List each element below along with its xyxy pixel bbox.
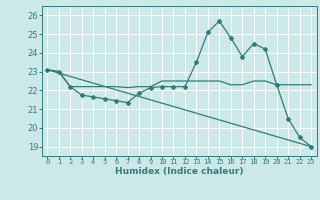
X-axis label: Humidex (Indice chaleur): Humidex (Indice chaleur) [115, 167, 244, 176]
